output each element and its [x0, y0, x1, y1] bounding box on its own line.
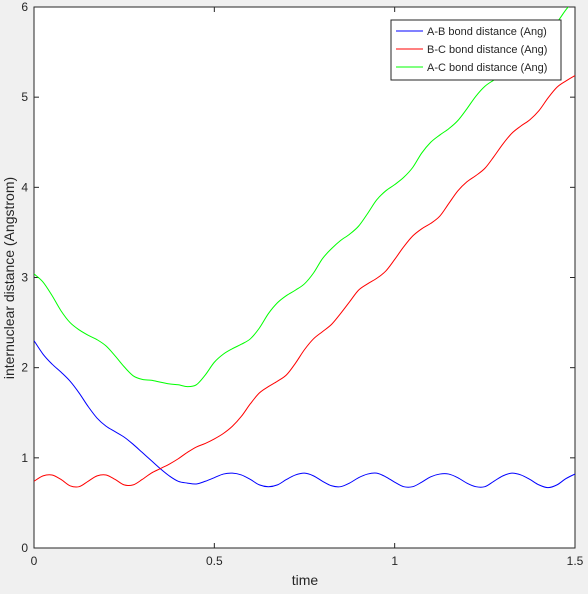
legend-label: B-C bond distance (Ang) [427, 44, 547, 56]
y-tick-label: 6 [21, 0, 28, 14]
x-tick-label: 0 [31, 554, 38, 568]
series-lines [34, 7, 575, 489]
series-line-3 [34, 7, 569, 388]
y-tick-label: 3 [21, 271, 28, 285]
plot-area [33, 6, 576, 549]
legend: A-B bond distance (Ang) B-C bond distance… [390, 19, 562, 81]
x-axis: 0 0.5 1 1.5 [31, 7, 584, 568]
legend-label: A-C bond distance (Ang) [427, 62, 547, 74]
legend-box [390, 19, 562, 81]
x-tick-label: 1 [391, 554, 398, 568]
series-line-1 [34, 340, 575, 489]
y-axis-title: internuclear distance (Angstrom) [1, 177, 17, 379]
x-tick-label: 1.5 [567, 554, 584, 568]
legend-label: A-B bond distance (Ang) [427, 26, 547, 38]
y-tick-label: 0 [21, 541, 28, 555]
y-tick-label: 4 [21, 180, 28, 194]
y-tick-label: 5 [21, 90, 28, 104]
y-tick-label: 1 [21, 451, 28, 465]
series-line-2 [34, 75, 575, 488]
x-axis-title: time [292, 572, 319, 588]
y-tick-label: 2 [21, 361, 28, 375]
x-tick-label: 0.5 [206, 554, 223, 568]
